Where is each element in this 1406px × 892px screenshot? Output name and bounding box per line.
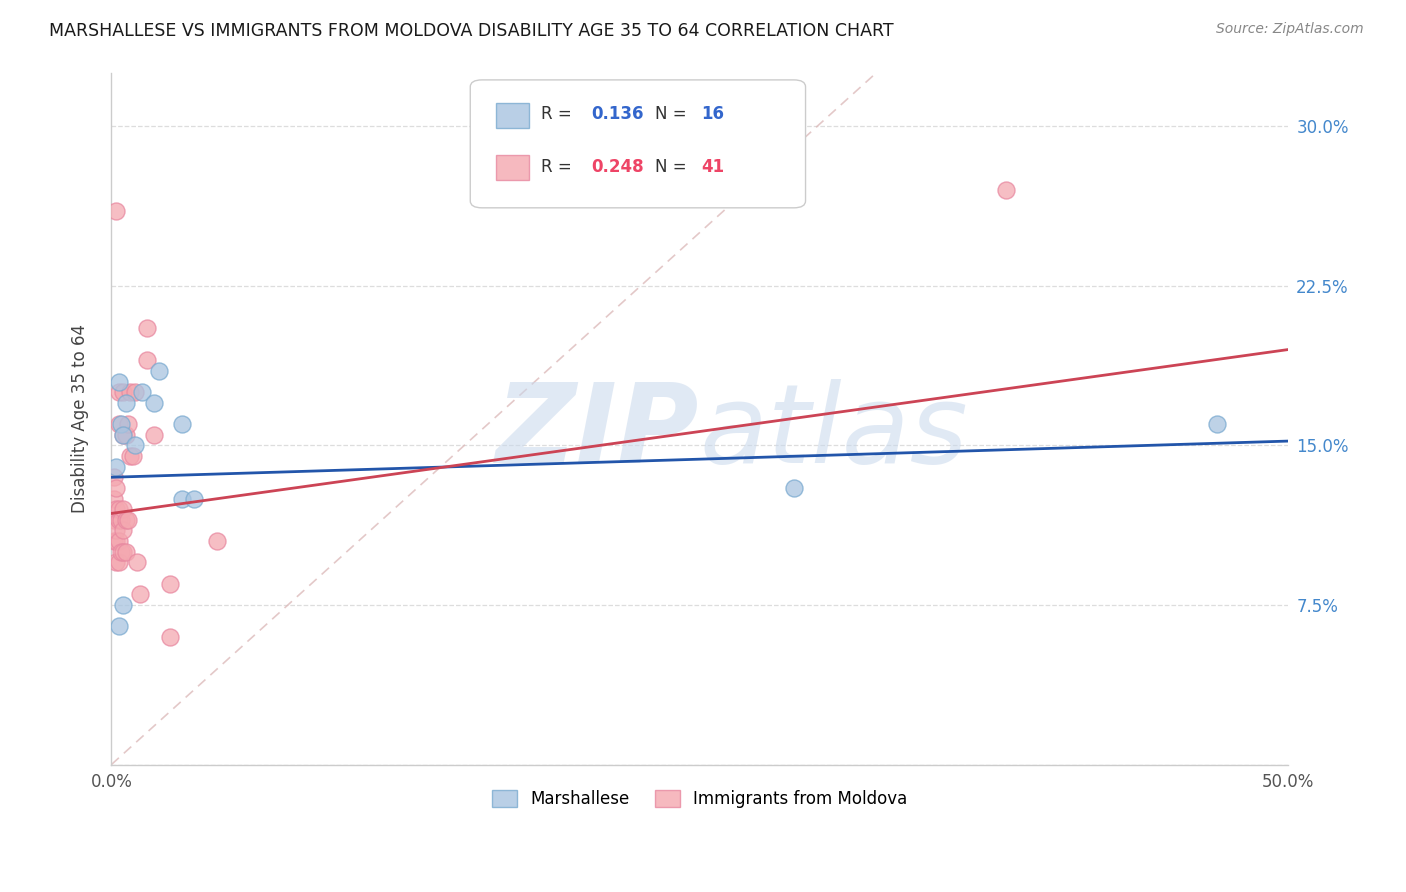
Point (103, 491, 125, 506)
Point (135, 321, 157, 335)
Point (103, 534, 125, 549)
Point (105, 502, 128, 516)
Point (117, 513, 139, 527)
Point (148, 364, 170, 378)
Point (107, 385, 129, 400)
Text: atlas: atlas (700, 379, 969, 486)
Text: 0.136: 0.136 (592, 105, 644, 123)
Text: R =: R = (541, 158, 576, 176)
Point (1206, 417, 1229, 431)
Point (135, 353, 157, 368)
Point (110, 513, 132, 527)
Text: 0.248: 0.248 (592, 158, 644, 176)
Point (207, 534, 229, 549)
Point (112, 545, 135, 559)
Point (120, 449, 142, 463)
Point (110, 417, 132, 431)
Point (114, 513, 136, 527)
Point (159, 576, 181, 591)
Point (131, 385, 153, 400)
FancyBboxPatch shape (496, 103, 529, 128)
Legend: Marshallese, Immigrants from Moldova: Marshallese, Immigrants from Moldova (485, 783, 914, 815)
Point (110, 545, 132, 559)
Point (142, 396, 165, 410)
Point (159, 630, 181, 644)
Text: 41: 41 (700, 158, 724, 176)
Text: R =: R = (541, 105, 576, 123)
Point (124, 438, 146, 452)
Point (112, 427, 135, 442)
Point (112, 385, 135, 400)
Point (183, 491, 205, 506)
Text: N =: N = (655, 158, 692, 176)
Point (112, 427, 135, 442)
FancyBboxPatch shape (470, 80, 806, 208)
Text: ZIP: ZIP (496, 379, 700, 486)
Point (170, 417, 193, 431)
Point (107, 502, 129, 516)
Point (105, 524, 128, 538)
Point (107, 513, 129, 527)
Point (107, 555, 129, 569)
Point (128, 587, 150, 601)
Text: N =: N = (655, 105, 692, 123)
Point (120, 385, 142, 400)
Point (112, 524, 135, 538)
FancyBboxPatch shape (496, 155, 529, 180)
Point (103, 513, 125, 527)
Point (142, 427, 165, 442)
Text: 16: 16 (700, 105, 724, 123)
Point (105, 204, 128, 219)
Point (107, 534, 129, 549)
Point (114, 545, 136, 559)
Point (127, 555, 149, 569)
Point (994, 183, 1017, 197)
Point (114, 427, 136, 442)
Point (107, 375, 129, 389)
Point (170, 491, 193, 506)
Point (105, 459, 128, 474)
Y-axis label: Disability Age 35 to 64: Disability Age 35 to 64 (72, 325, 89, 513)
Point (105, 555, 128, 569)
Point (107, 619, 129, 633)
Text: MARSHALLESE VS IMMIGRANTS FROM MOLDOVA DISABILITY AGE 35 TO 64 CORRELATION CHART: MARSHALLESE VS IMMIGRANTS FROM MOLDOVA D… (49, 22, 894, 40)
Point (105, 481, 128, 495)
Point (112, 502, 135, 516)
Point (124, 385, 146, 400)
Point (105, 534, 128, 549)
Point (121, 449, 143, 463)
Point (783, 481, 806, 495)
Point (112, 598, 135, 612)
Point (114, 396, 136, 410)
Text: Source: ZipAtlas.com: Source: ZipAtlas.com (1216, 22, 1364, 37)
Point (117, 417, 139, 431)
Point (103, 470, 125, 484)
Point (107, 417, 129, 431)
